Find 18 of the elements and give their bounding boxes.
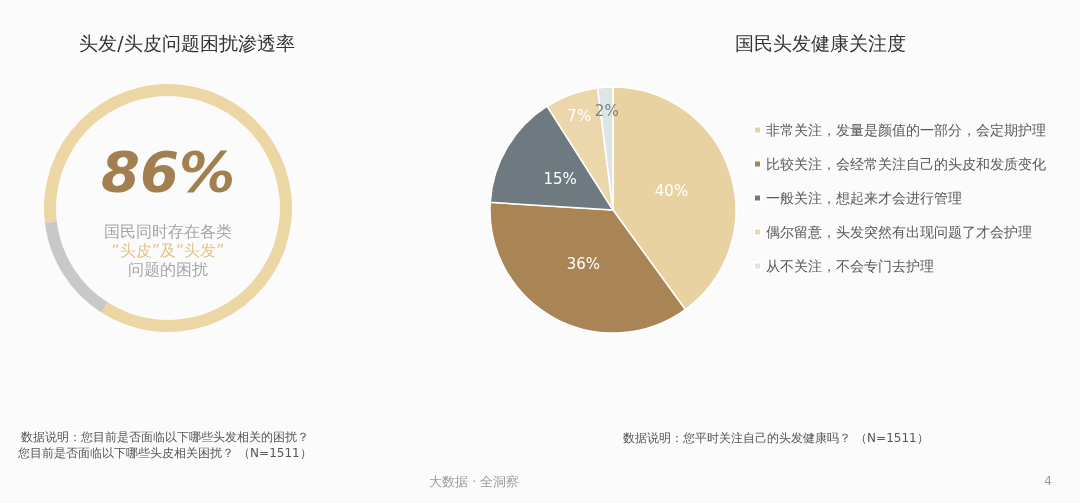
chart-title: 头发/头皮问题困扰渗透率 — [79, 31, 295, 54]
text: 数据说明：您目前是否面临以下哪些头发相关的困扰？ — [21, 429, 309, 445]
text: 大数据 · 全洞察 — [428, 474, 520, 490]
data-label: 7% — [567, 107, 592, 126]
data-label: 15% — [543, 169, 577, 188]
text: 国民同时存在各类 “头皮”及“头发” 问题的困扰 — [104, 221, 232, 279]
data-label: 40% — [654, 182, 689, 200]
legend-label: 偶尔留意，头发突然有出现问题了才会护理 — [766, 224, 1032, 240]
chart-title: 国民头发健康关注度 — [734, 31, 906, 54]
legend-label: 一般关注，想起来才会进行管理 — [766, 190, 962, 206]
text: 您目前是否面临以下哪些头皮相关困扰？ （N=1511） — [18, 445, 312, 461]
text: 数据说明：您平时关注自己的头发健康吗？ （N=1511） — [623, 430, 929, 446]
data-label: 36% — [566, 254, 601, 273]
text: 4 — [1044, 473, 1052, 489]
legend-label: 从不关注，不会专门去护理 — [766, 258, 934, 274]
text: 86% — [100, 139, 236, 204]
legend-label: 非常关注，发量是颜值的一部分，会定期护理 — [766, 122, 1046, 138]
legend-label: 比较关注，会经常关注自己的头皮和发质变化 — [766, 156, 1046, 172]
